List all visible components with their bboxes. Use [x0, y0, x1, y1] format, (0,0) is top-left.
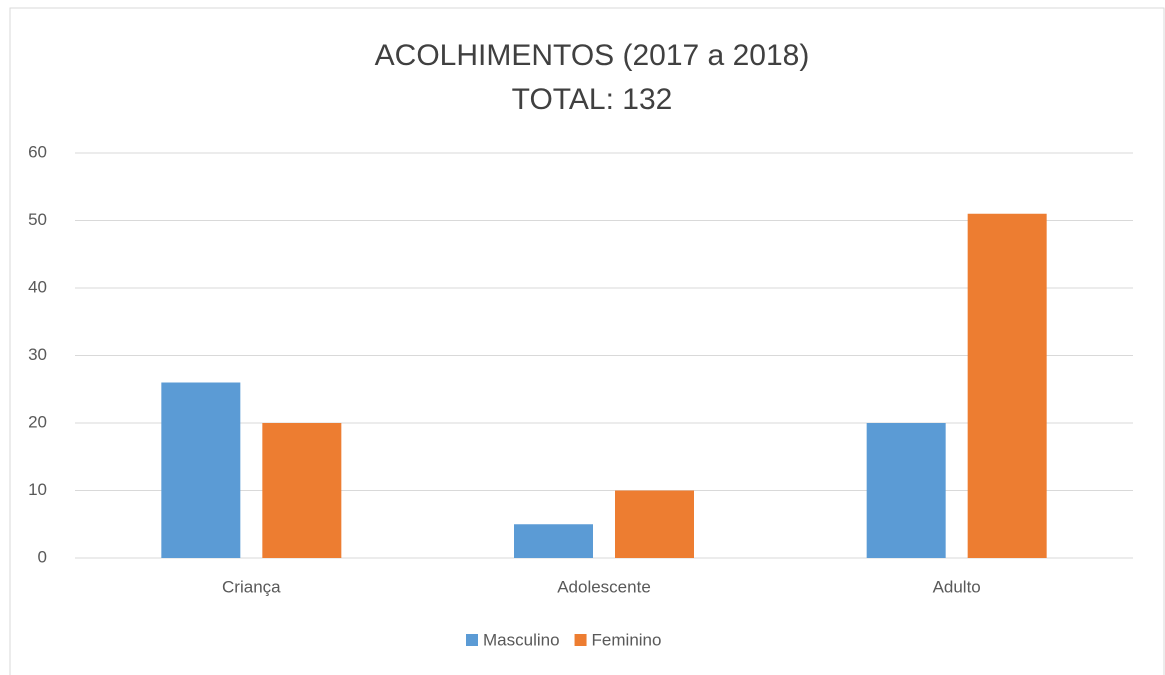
bar: [161, 382, 241, 558]
x-tick-label: Adulto: [933, 577, 981, 596]
bar: [514, 524, 593, 558]
x-tick-label: Adolescente: [557, 577, 651, 596]
y-tick-label: 40: [28, 277, 47, 296]
bar: [615, 490, 694, 558]
bar: [866, 423, 946, 558]
y-tick-label: 30: [28, 345, 47, 364]
legend-label: Feminino: [592, 630, 662, 649]
y-tick-label: 50: [28, 210, 47, 229]
chart-subtitle: TOTAL: 132: [512, 83, 673, 116]
x-tick-label: Criança: [222, 577, 281, 596]
y-tick-label: 20: [28, 412, 47, 431]
legend-swatch: [466, 634, 478, 646]
legend-swatch: [574, 634, 587, 646]
chart-title: ACOLHIMENTOS (2017 a 2018): [375, 39, 810, 72]
y-tick-label: 10: [28, 480, 47, 499]
y-tick-label: 60: [28, 142, 47, 161]
bar: [967, 213, 1047, 558]
bar: [262, 423, 342, 558]
legend-label: Masculino: [483, 630, 560, 649]
y-tick-label: 0: [38, 547, 47, 566]
